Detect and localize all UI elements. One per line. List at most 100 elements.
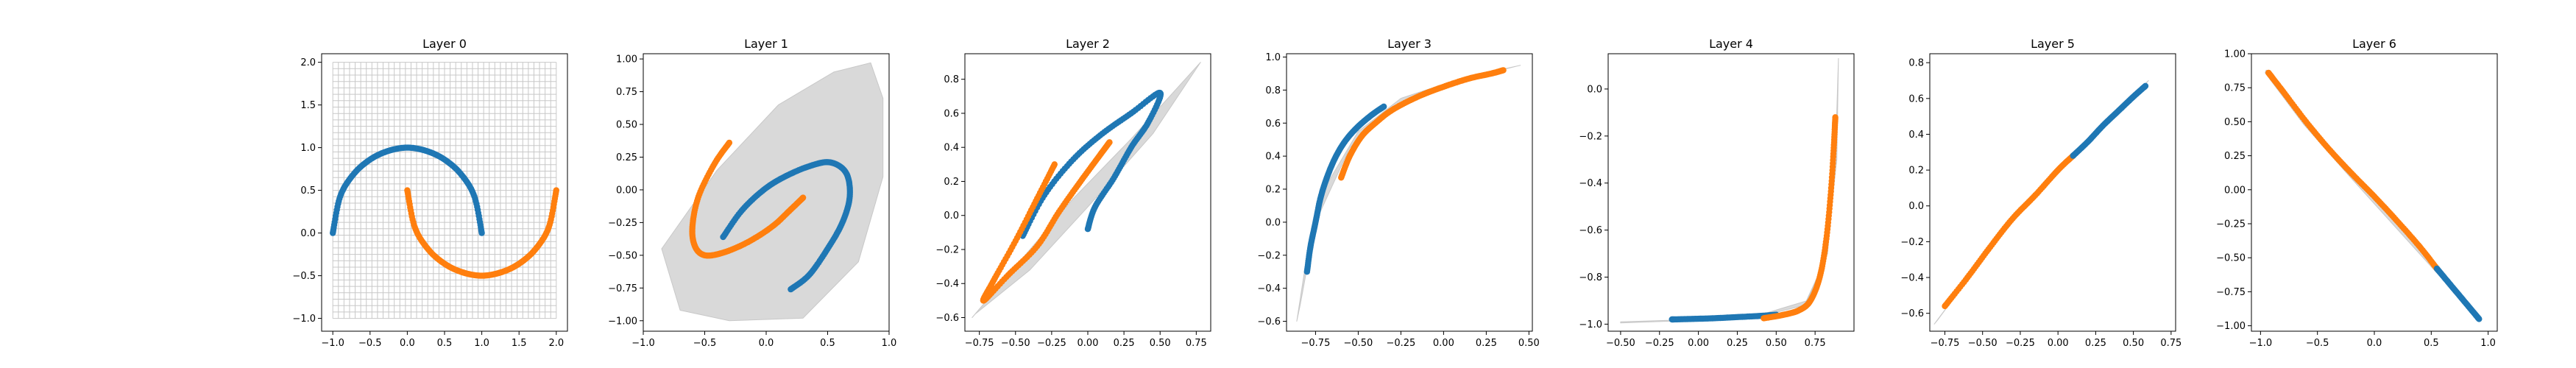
x-tick-label: −1.0 bbox=[321, 338, 344, 349]
x-tick-label: 0.5 bbox=[820, 338, 835, 349]
x-tick-label: 0.00 bbox=[2048, 338, 2069, 349]
x-tick-label: 0.00 bbox=[1078, 338, 1099, 349]
series-1 bbox=[404, 187, 559, 279]
data-point bbox=[2476, 316, 2483, 322]
axes-frame bbox=[1929, 53, 2176, 332]
x-tick-label: 0.0 bbox=[759, 338, 774, 349]
y-tick-label: −0.50 bbox=[2216, 253, 2246, 264]
y-tick-label: 1.5 bbox=[300, 100, 316, 111]
chart-layer-0: −1.0 −0.5 0.0 0.5 1.0 1.5 2.0 −1.0 −0.5 0.0 0.5 1.0… bbox=[292, 37, 568, 349]
data-point bbox=[2142, 82, 2149, 90]
chart-layer-5: −0.75 −0.50 −0.25 0.00 0.25 0.50 0.75 −0.6 −0.4 −… bbox=[1900, 37, 2182, 349]
y-tick-label: 0.75 bbox=[616, 87, 637, 98]
y-tick-label: 0.50 bbox=[616, 120, 637, 131]
y-tick-label: −0.75 bbox=[608, 283, 637, 294]
grid-mesh-region bbox=[1933, 80, 2149, 325]
y-tick-label: 0.00 bbox=[616, 185, 637, 196]
chart-title: Layer 2 bbox=[1066, 37, 1110, 51]
y-tick-label: −0.4 bbox=[1257, 283, 1281, 294]
series-1 bbox=[689, 139, 807, 259]
data-point bbox=[553, 187, 559, 194]
axes-frame bbox=[1286, 53, 1533, 332]
y-tick-label: 0.25 bbox=[616, 152, 637, 163]
y-tick-label: 0.2 bbox=[1265, 185, 1281, 196]
y-tick-label: −0.2 bbox=[1257, 250, 1281, 261]
chart-title: Layer 4 bbox=[1709, 37, 1753, 51]
y-tick-label: 0.4 bbox=[944, 143, 959, 154]
y-tick-label: −0.4 bbox=[935, 279, 959, 290]
series-1 bbox=[2433, 265, 2483, 322]
series-0 bbox=[1942, 152, 2076, 310]
data-point bbox=[1084, 226, 1091, 233]
y-tick-label: 0.6 bbox=[944, 108, 959, 119]
series-0 bbox=[1669, 311, 1780, 323]
y-tick-label: 0.2 bbox=[1908, 166, 1924, 177]
x-tick-label: 0.25 bbox=[1727, 338, 1748, 349]
y-tick-label: −0.2 bbox=[1579, 131, 1602, 142]
x-tick-label: 0.5 bbox=[2424, 338, 2439, 349]
y-tick-label: −0.4 bbox=[1900, 273, 1924, 284]
x-tick-label: −1.0 bbox=[2249, 338, 2273, 349]
chart-layer-6: −1.0 −0.5 0.0 0.5 1.0 −1.00 −0.75 −0.50 −0.25 0.0… bbox=[2216, 37, 2498, 349]
y-tick-label: 0.8 bbox=[1908, 58, 1924, 69]
data-point bbox=[788, 286, 794, 293]
y-tick-label: −1.00 bbox=[2216, 321, 2246, 332]
y-tick-label: 0.50 bbox=[2224, 117, 2246, 128]
y-tick-label: 0.25 bbox=[2224, 151, 2246, 162]
y-tick-label: −0.6 bbox=[1257, 316, 1281, 328]
x-tick-label: 0.00 bbox=[1688, 338, 1709, 349]
y-tick-label: −1.00 bbox=[608, 316, 637, 327]
data-point bbox=[1832, 114, 1839, 121]
y-tick-label: −0.5 bbox=[292, 271, 316, 282]
y-tick-label: 0.0 bbox=[1587, 84, 1602, 95]
x-tick-label: −0.5 bbox=[358, 338, 382, 349]
chart-layer-3: −0.75 −0.50 −0.25 0.00 0.25 0.50 −0.6 −0.4 −0.2 0… bbox=[1257, 37, 1539, 349]
x-tick-label: −0.50 bbox=[1001, 338, 1030, 349]
chart-layer-4: −0.50 −0.25 0.00 0.25 0.50 0.75 −1.0 −0.8 −0.6 −0… bbox=[1579, 37, 1855, 349]
y-tick-label: −0.25 bbox=[608, 218, 637, 229]
y-tick-label: 0.00 bbox=[2224, 185, 2246, 196]
x-tick-label: 0.5 bbox=[437, 338, 453, 349]
y-tick-label: 0.2 bbox=[944, 177, 959, 188]
y-tick-label: 0.5 bbox=[300, 185, 316, 197]
y-tick-label: 0.0 bbox=[1265, 217, 1281, 228]
series-1 bbox=[1761, 114, 1839, 322]
x-tick-label: −0.50 bbox=[1343, 338, 1373, 349]
x-tick-label: 0.50 bbox=[2123, 338, 2144, 349]
series-0 bbox=[2265, 69, 2441, 272]
y-tick-label: 0.0 bbox=[944, 210, 959, 222]
x-tick-label: −0.5 bbox=[2306, 338, 2329, 349]
x-tick-label: 0.75 bbox=[1186, 338, 1207, 349]
y-tick-label: 1.00 bbox=[616, 54, 637, 66]
data-point bbox=[1106, 139, 1113, 146]
chart-title: Layer 3 bbox=[1387, 37, 1432, 51]
plot-area bbox=[1620, 57, 1839, 324]
y-tick-label: −0.8 bbox=[1579, 272, 1602, 283]
plot-area bbox=[661, 62, 884, 322]
chart-title: Layer 1 bbox=[744, 37, 788, 51]
x-tick-label: 0.50 bbox=[1766, 338, 1787, 349]
series-0 bbox=[720, 159, 854, 293]
data-point bbox=[799, 194, 807, 201]
y-tick-label: 1.0 bbox=[1265, 52, 1281, 63]
x-tick-label: 0.50 bbox=[1518, 338, 1540, 349]
data-point bbox=[478, 230, 485, 236]
x-tick-label: −0.50 bbox=[1968, 338, 1998, 349]
x-tick-label: −0.25 bbox=[1386, 338, 1415, 349]
chart-title: Layer 6 bbox=[2352, 37, 2396, 51]
x-tick-label: 1.0 bbox=[474, 338, 489, 349]
y-tick-label: 0.0 bbox=[300, 228, 316, 239]
axes-frame bbox=[1607, 53, 1855, 332]
plot-area bbox=[972, 62, 1201, 318]
x-tick-label: 1.5 bbox=[512, 338, 527, 349]
x-tick-label: 1.0 bbox=[2480, 338, 2496, 349]
x-tick-label: 0.25 bbox=[1114, 338, 1135, 349]
plot-area bbox=[1296, 65, 1521, 322]
chart-layer-2: −0.75 −0.50 −0.25 0.00 0.25 0.50 0.75 −0.6 −0.4 −… bbox=[935, 37, 1211, 349]
series-0 bbox=[1019, 89, 1164, 239]
x-tick-label: 0.25 bbox=[1476, 338, 1497, 349]
x-tick-label: 0.75 bbox=[1805, 338, 1826, 349]
x-tick-label: −0.25 bbox=[1037, 338, 1066, 349]
y-tick-label: 1.0 bbox=[300, 143, 316, 154]
x-tick-label: 0.75 bbox=[2160, 338, 2182, 349]
